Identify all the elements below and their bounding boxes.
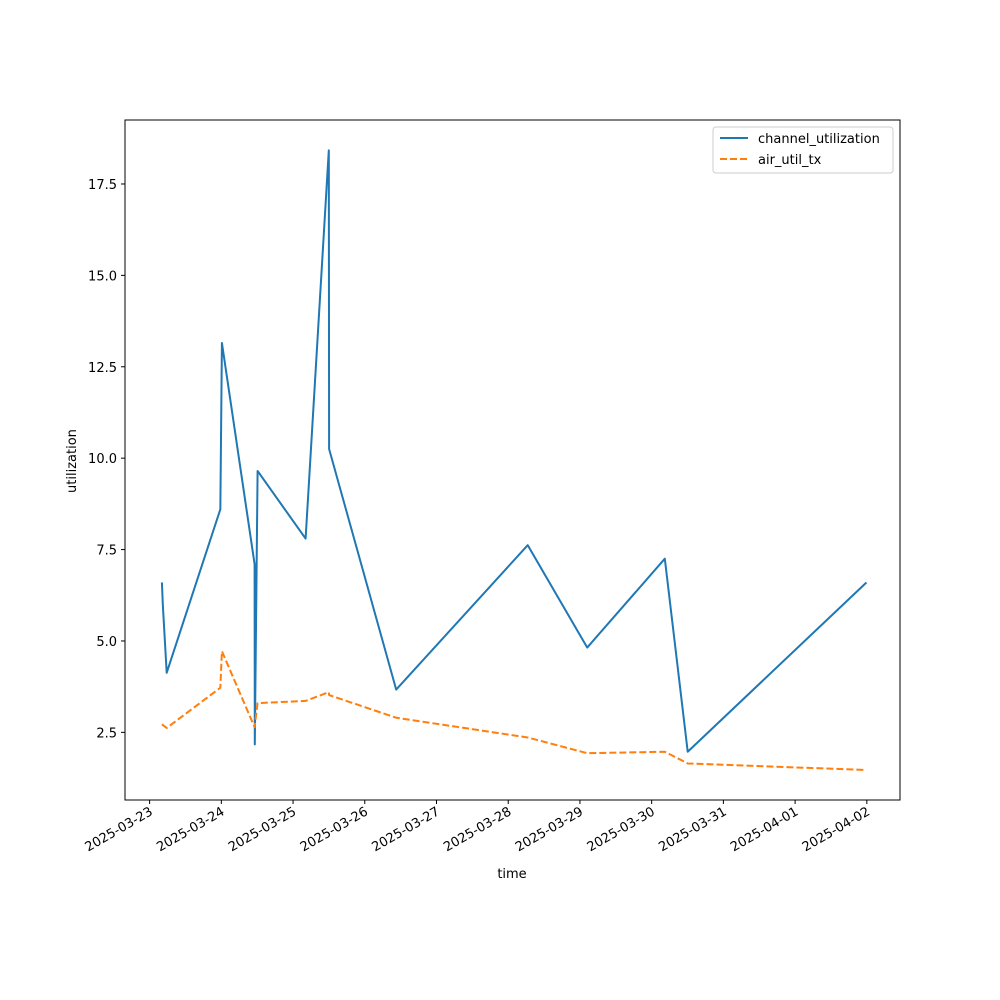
y-axis: 2.5 5.0 7.5 10.0 12.5 15.0 17.5 (88, 178, 125, 741)
y-tick-label: 17.5 (88, 178, 117, 193)
y-tick-label: 10.0 (88, 452, 117, 467)
y-axis-label: utilization (65, 429, 80, 493)
legend: channel_utilization air_util_tx (712, 126, 894, 174)
plot-layer (160, 149, 868, 772)
y-tick-label: 12.5 (88, 361, 117, 376)
y-tick-label: 5.0 (96, 635, 117, 650)
y-tick-label: 2.5 (96, 726, 117, 741)
x-axis-label: time (497, 867, 526, 882)
legend-label-air-util-tx: air_util_tx (758, 153, 822, 168)
y-tick-label: 15.0 (88, 269, 117, 284)
y-tick-label: 7.5 (96, 544, 117, 559)
legend-label-channel-utilization: channel_utilization (758, 132, 880, 147)
plot-frame (124, 119, 901, 801)
legend-box (712, 126, 894, 174)
series-line-air-util-tx (161, 650, 867, 772)
series-line-channel-utilization (160, 149, 868, 753)
